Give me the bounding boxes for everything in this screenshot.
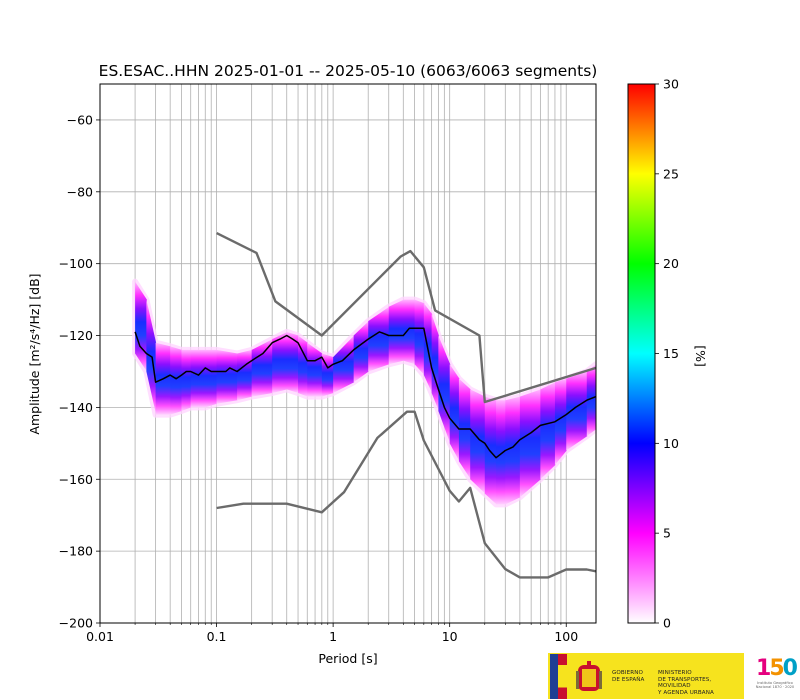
y-tick-label: −160: [59, 472, 93, 487]
x-axis-label: Period [s]: [318, 651, 377, 666]
colorbar-tick-label: 5: [663, 526, 671, 541]
y-tick-label: −80: [67, 184, 93, 199]
upper-limit-line: [216, 232, 596, 404]
x-axis-ticks: 0.01 0.1 1 10 100: [86, 623, 578, 644]
density-column: [298, 335, 308, 397]
density-column: [586, 364, 596, 437]
colorbar-tick-label: 10: [663, 436, 679, 451]
density-column: [205, 349, 218, 408]
density-column: [540, 382, 556, 480]
y-tick-label: −100: [59, 256, 93, 271]
density-column: [135, 281, 147, 372]
density-column: [307, 342, 323, 397]
density-column: [286, 331, 299, 394]
x-tick-label: 100: [554, 629, 578, 644]
density-column: [181, 349, 192, 411]
ign-subtitle: Instituto Geográfico Nacional 1870 · 202…: [755, 681, 795, 689]
density-column: [403, 299, 416, 365]
y-tick-label: −200: [59, 616, 93, 631]
colorbar-tick-label: 30: [663, 77, 679, 92]
colorbar-label: [%]: [693, 345, 708, 367]
density-column: [554, 378, 567, 465]
density-column: [368, 306, 390, 372]
colorbar-tick-label: 25: [663, 166, 679, 181]
density-column: [333, 335, 355, 394]
density-column: [251, 339, 273, 397]
spain-flag-icon: [558, 654, 567, 699]
density-column: [321, 353, 334, 397]
colorbar-tick-label: 20: [663, 256, 679, 271]
density-column: [470, 389, 486, 494]
x-tick-label: 0.1: [207, 629, 227, 644]
density-column: [496, 400, 506, 505]
median-line: [134, 327, 596, 459]
density-column: [272, 331, 288, 394]
lower-limit-line: [216, 410, 596, 579]
series-lines: [134, 232, 596, 579]
y-tick-label: −140: [59, 400, 93, 415]
x-tick-label: 0.01: [86, 629, 114, 644]
density-column: [438, 335, 451, 444]
colorbar-tick-label: 0: [663, 616, 671, 631]
y-axis-ticks: −200 −180 −160 −140 −120 −100 −80 −60: [59, 112, 100, 631]
ministry-text: MINISTERIO DE TRANSPORTES, MOVILIDAD Y A…: [658, 670, 714, 696]
chart-title: ES.ESAC..HHN 2025-01-01 -- 2025-05-10 (6…: [99, 62, 598, 80]
density-column: [190, 349, 206, 408]
density-column: [484, 396, 497, 505]
y-tick-label: −60: [67, 112, 93, 127]
colorbar-ticks: 0 5 10 15 20 25 30: [655, 77, 679, 631]
coat-of-arms-icon: [576, 661, 602, 691]
y-tick-label: −120: [59, 328, 93, 343]
colorbar: [627, 83, 656, 624]
ign-anniversary-number: 150: [756, 656, 798, 681]
plot-frame: [99, 83, 597, 624]
density-column: [237, 349, 253, 401]
y-tick-label: −180: [59, 544, 93, 559]
density-band: [132, 278, 596, 508]
colorbar-tick-label: 15: [663, 346, 679, 361]
government-logo: GOBIERNO DE ESPAÑA MINISTERIO DE TRANSPO…: [548, 653, 744, 699]
density-column: [353, 321, 369, 383]
density-column: [449, 364, 460, 462]
density-column: [505, 396, 521, 505]
density-column: [216, 349, 238, 404]
density-column: [170, 346, 182, 415]
x-tick-label: 10: [442, 629, 458, 644]
ign-anniversary-logo: 150 Instituto Geográfico Nacional 1870 ·…: [753, 656, 798, 698]
logos: GOBIERNO DE ESPAÑA MINISTERIO DE TRANSPO…: [548, 652, 800, 700]
density-column: [388, 299, 404, 365]
density-column: [519, 389, 541, 498]
y-axis-label: Amplitude [m²/s⁴/Hz] [dB]: [27, 273, 42, 434]
density-column: [566, 371, 588, 451]
government-text: GOBIERNO DE ESPAÑA: [612, 670, 645, 683]
x-tick-label: 1: [329, 629, 337, 644]
density-column: [414, 299, 425, 376]
